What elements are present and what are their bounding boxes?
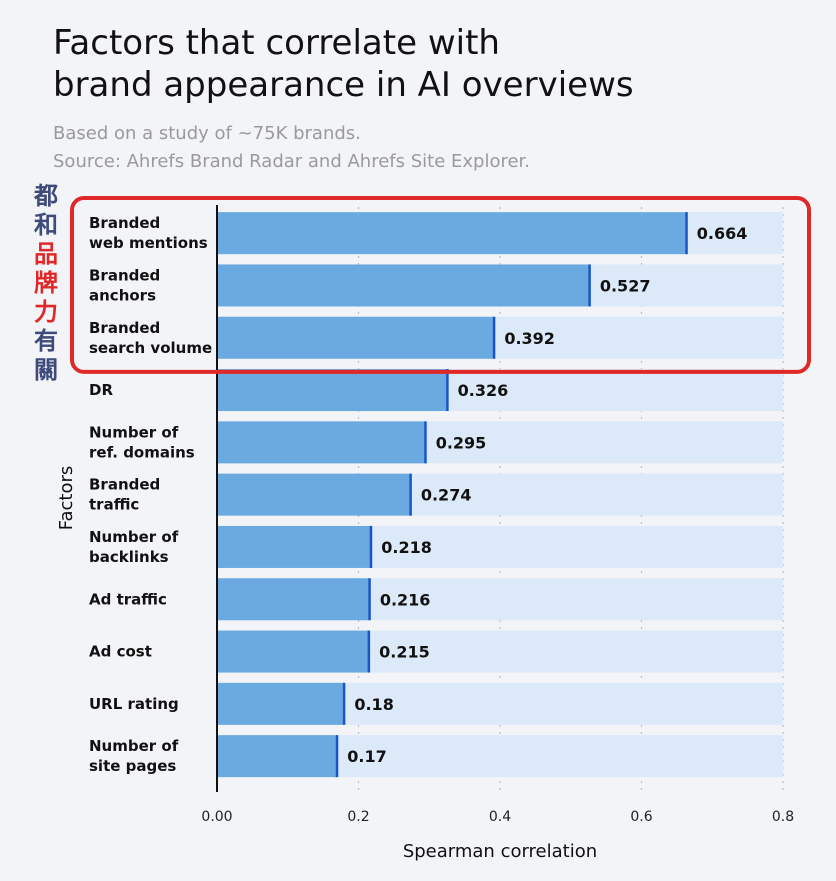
bar (217, 578, 370, 621)
category-label: Number of ref. domains (89, 423, 195, 461)
bar-end-line (424, 421, 427, 464)
bar (217, 421, 426, 464)
category-label: Branded traffic (89, 476, 160, 514)
category-label: Branded anchors (89, 266, 160, 304)
x-axis-label: Spearman correlation (403, 841, 597, 862)
category-label: Branded search volume (89, 319, 212, 357)
bar-end-line (367, 630, 371, 673)
bar (217, 473, 411, 516)
annotation-char: 牌 (34, 269, 58, 297)
data-label: 0.218 (381, 538, 432, 557)
chart-title-line-1: Factors that correlate with (53, 23, 500, 63)
x-tick-label: 0.8 (772, 809, 794, 825)
bar-end-line (368, 578, 371, 621)
annotation-char: 力 (34, 298, 58, 326)
category-label: Number of site pages (89, 737, 179, 775)
x-tick-label: 0.4 (489, 809, 511, 825)
bar-end-line (492, 316, 496, 359)
data-label: 0.295 (436, 433, 487, 452)
bar (217, 316, 495, 359)
chart-subtitle: Based on a study of ~75K brands. Source:… (53, 120, 530, 176)
annotation-char: 有 (34, 327, 58, 355)
data-label: 0.664 (697, 224, 748, 243)
bar (217, 369, 448, 412)
bar (217, 682, 345, 725)
annotation-char: 和 (34, 211, 58, 239)
category-label: Number of backlinks (89, 528, 179, 566)
category-label: Branded web mentions (89, 214, 208, 252)
bar (217, 735, 338, 778)
category-label: URL rating (89, 695, 179, 713)
data-label: 0.215 (379, 643, 430, 662)
data-label: 0.18 (354, 695, 393, 714)
bar-end-line (342, 682, 346, 725)
category-label: DR (89, 381, 113, 399)
data-label: 0.216 (380, 590, 431, 609)
data-label: 0.326 (458, 381, 509, 400)
bar-end-line (685, 212, 688, 255)
category-label: Ad cost (89, 643, 152, 661)
bar-end-line (588, 264, 591, 307)
bar (217, 525, 372, 568)
bar (217, 264, 590, 307)
annotation-char: 品 (34, 240, 58, 268)
data-label: 0.392 (504, 329, 555, 348)
handwritten-annotation: 都和品牌力有關 (28, 182, 64, 385)
x-tick-label: 0.6 (630, 809, 652, 825)
bar-end-line (409, 473, 412, 516)
category-label: Ad traffic (89, 590, 167, 608)
bar (217, 630, 370, 673)
chart-title-line-2: brand appearance in AI overviews (53, 65, 634, 105)
chart-title: Factors that correlate with brand appear… (53, 22, 634, 106)
bar-end-line (446, 369, 449, 412)
chart-subtitle-line-1: Based on a study of ~75K brands. (53, 123, 361, 144)
data-label: 0.527 (600, 276, 651, 295)
bar (217, 212, 687, 255)
chart-subtitle-line-2: Source: Ahrefs Brand Radar and Ahrefs Si… (53, 151, 531, 172)
bar-end-line (369, 525, 373, 568)
y-axis-label: Factors (56, 466, 77, 530)
highlight-box (70, 196, 811, 374)
x-tick-label: 0.2 (347, 809, 369, 825)
bar-end-line (335, 735, 339, 778)
annotation-char: 關 (34, 356, 58, 384)
annotation-char: 都 (34, 182, 58, 210)
data-label: 0.274 (421, 486, 472, 505)
data-label: 0.17 (347, 747, 386, 766)
x-tick-label: 0.00 (201, 809, 232, 825)
